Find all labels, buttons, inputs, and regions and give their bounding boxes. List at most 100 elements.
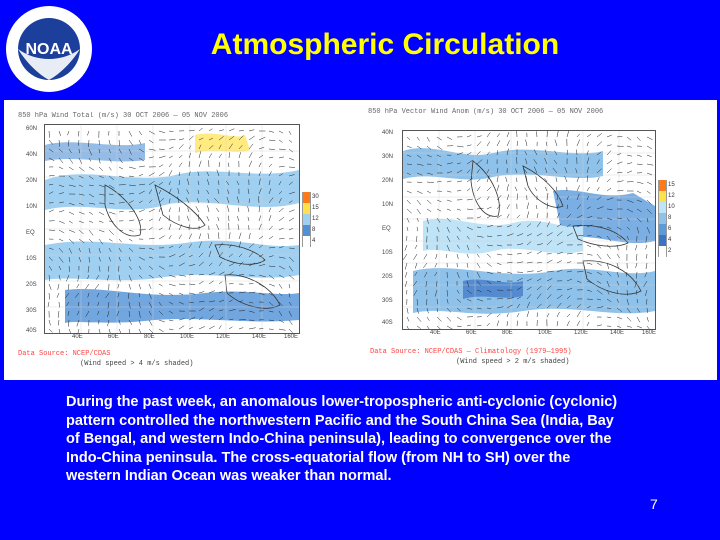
wind-vector [536,278,542,282]
wind-vector [586,215,593,219]
wind-vector [88,247,91,254]
wind-vector [177,196,180,204]
wind-vector [566,213,572,219]
wind-vector [178,292,184,295]
wind-vector [406,145,412,149]
wind-vector [67,130,70,136]
wind-vector [178,154,183,159]
wind-vector [58,238,64,242]
wind-vector [208,325,215,330]
wind-vector [534,187,538,192]
wind-vector [626,154,633,157]
wind-vector [406,235,408,241]
wind-vector [68,229,76,233]
wind-vector [426,289,428,296]
wind-vector [118,229,123,232]
wind-vector [67,310,70,316]
wind-vector [646,154,652,158]
wind-vector [58,256,64,263]
wind-vector [288,200,293,204]
wind-vector [416,199,422,206]
wind-vector [404,271,408,278]
wind-vector [496,204,501,210]
wind-vector [98,238,104,245]
wind-vector [426,136,430,142]
wind-vector [85,310,90,317]
wind-vector [76,319,80,327]
wind-vector [625,271,628,277]
wind-vector [148,227,153,231]
wind-vector [576,271,584,273]
wind-vector [416,172,423,176]
wind-vector [98,184,105,188]
left-legend-swatch [302,236,311,247]
wind-vector [138,139,142,145]
wind-vector [486,262,492,267]
wind-vector [138,165,145,168]
wind-vector [268,283,275,287]
wind-vector [278,139,283,143]
wind-vector [48,183,54,186]
wind-vector [436,208,442,212]
wind-vector [247,206,250,213]
wind-vector [446,244,450,251]
wind-vector [616,189,624,192]
wind-vector [646,325,650,329]
wind-vector [476,289,482,292]
wind-vector [197,190,200,195]
wind-vector [207,179,210,186]
wind-vector [566,204,569,210]
wind-vector [68,175,74,180]
wind-vector [198,214,200,222]
wind-vector [258,154,264,159]
wind-vector [168,207,171,213]
wind-vector [178,262,185,267]
wind-vector [227,189,230,195]
wind-vector [138,190,145,195]
wind-vector [546,278,553,282]
wind-vector [626,181,634,183]
wind-vector [78,166,85,172]
wind-vector [505,176,508,183]
wind-vector [596,159,600,165]
wind-vector [188,264,196,267]
wind-vector [556,269,563,273]
wind-vector [68,157,74,164]
wind-vector [76,283,80,289]
wind-vector [128,310,130,318]
wind-vector [406,199,411,205]
wind-vector [506,297,514,300]
wind-vector [566,320,570,327]
wind-vector [536,131,538,138]
wind-vector [97,310,100,315]
right-legend-label: 10 [668,204,675,210]
wind-vector [586,280,592,283]
wind-vector [645,244,648,250]
wind-vector [218,153,222,159]
right-legend-label: 8 [668,215,672,221]
wind-vector [198,144,202,150]
wind-vector [178,318,185,321]
wind-vector [635,244,638,251]
wind-vector [128,184,136,187]
wind-vector [546,294,552,300]
wind-vector [496,313,501,318]
wind-vector [566,224,571,228]
right-map-grid [403,131,655,329]
right-lon-label: 160E [642,330,657,336]
wind-vector [506,253,513,256]
wind-vector [626,136,632,141]
wind-vector [288,283,291,289]
wind-vector [208,307,215,312]
wind-vector [95,274,100,280]
wind-vector [238,327,244,330]
wind-vector [566,232,573,237]
wind-vector [78,157,83,164]
wind-vector [148,328,154,333]
wind-vector [148,156,154,159]
wind-vector [446,307,452,313]
wind-vector [128,148,132,155]
wind-vector [68,211,75,215]
wind-vector [118,139,121,147]
wind-vector [406,289,408,295]
